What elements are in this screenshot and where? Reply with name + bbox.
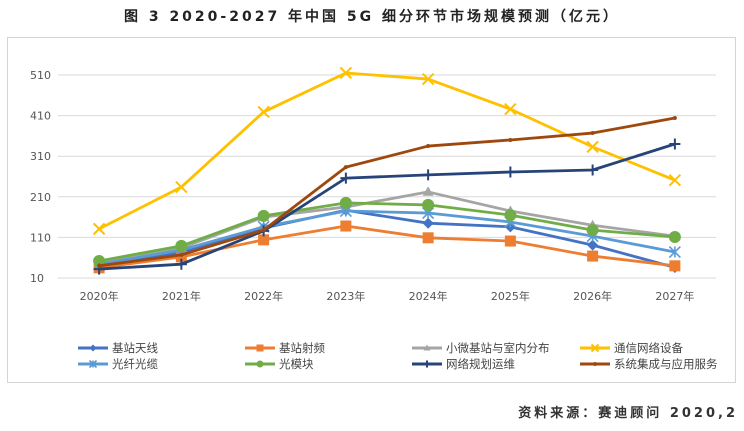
plus-marker: [669, 138, 681, 150]
series-line: [98, 116, 676, 268]
x-tick-label: 2021年: [162, 289, 201, 303]
point-marker: [593, 362, 597, 366]
point-marker: [590, 131, 595, 136]
circle-marker: [256, 360, 264, 368]
series-line: [98, 224, 676, 270]
x-tick-label: 2025年: [491, 289, 530, 303]
series-line: [98, 208, 676, 269]
y-tick-label: 210: [30, 191, 51, 204]
point-marker: [261, 228, 266, 233]
legend-item: 通信网络设备: [580, 341, 683, 355]
series-5: [93, 196, 681, 267]
y-tick-label: 510: [30, 69, 51, 82]
source-note: 资料来源：赛迪顾问 2020,2: [518, 406, 738, 421]
point-marker: [508, 137, 513, 142]
x-marker: [668, 173, 682, 187]
plus-marker: [504, 166, 516, 178]
x-marker: [92, 222, 106, 236]
y-tick-label: 410: [30, 110, 51, 123]
diamond-marker: [587, 239, 599, 251]
y-tick-label: 10: [30, 272, 44, 285]
legend-item: 系统集成与应用服务: [580, 357, 718, 371]
y-tick-label: 310: [30, 150, 51, 163]
plus-marker: [587, 164, 599, 176]
triangle-marker: [422, 186, 434, 196]
circle-marker: [93, 254, 106, 267]
legend-item: 小微基站与室内分布: [412, 341, 550, 355]
circle-marker: [668, 230, 681, 243]
point-marker: [97, 263, 102, 268]
series-7: [97, 116, 677, 268]
x-marker: [339, 66, 353, 80]
point-marker: [426, 144, 431, 149]
point-marker: [179, 252, 184, 257]
square-marker: [256, 344, 264, 352]
x-tick-label: 2026年: [573, 289, 612, 303]
x-marker: [257, 105, 270, 119]
x-marker: [586, 140, 599, 154]
legend-label: 基站射频: [279, 341, 325, 355]
legend-item: 光模块: [245, 357, 314, 371]
chart-frame: [7, 37, 736, 383]
legend-label: 光纤光缆: [112, 357, 158, 371]
circle-marker: [422, 198, 435, 211]
plus-marker: [175, 258, 187, 270]
legend-label: 通信网络设备: [614, 341, 683, 355]
circle-marker: [504, 209, 517, 222]
circle-marker: [339, 196, 352, 209]
square-marker: [175, 251, 187, 263]
series-line: [98, 201, 675, 263]
series-line: [98, 209, 676, 266]
legend-item: 网络规划运维: [412, 357, 515, 371]
plus-marker: [340, 172, 352, 184]
x-marker: [421, 72, 435, 86]
legend-item: 光纤光缆: [78, 357, 158, 371]
square-marker: [422, 232, 434, 244]
plus-marker: [423, 360, 431, 368]
x-tick-label: 2022年: [244, 289, 283, 303]
series-6: [93, 138, 681, 275]
x-tick-label: 2023年: [326, 289, 365, 303]
square-marker: [258, 234, 270, 246]
point-marker: [343, 165, 348, 170]
legend-label: 系统集成与应用服务: [614, 357, 718, 371]
series-line: [98, 190, 676, 264]
diamond-marker: [89, 344, 97, 352]
asterisk-marker: [668, 245, 681, 259]
square-marker: [340, 220, 352, 232]
legend-label: 小微基站与室内分布: [446, 341, 550, 355]
circle-marker: [175, 239, 188, 252]
square-marker: [504, 235, 516, 247]
x-tick-label: 2027年: [655, 289, 694, 303]
triangle-marker: [423, 344, 431, 351]
x-marker: [590, 343, 600, 353]
asterisk-marker: [88, 359, 98, 369]
series-line: [99, 142, 676, 271]
x-tick-label: 2024年: [409, 289, 448, 303]
y-tick-label: 110: [30, 231, 51, 244]
circle-marker: [586, 224, 599, 237]
series-3: [92, 66, 682, 236]
square-marker: [669, 260, 681, 272]
point-marker: [672, 116, 677, 121]
legend-label: 网络规划运维: [446, 357, 515, 371]
plus-marker: [422, 169, 434, 181]
diamond-marker: [422, 217, 434, 229]
chart-title: 图 3 2020-2027 年中国 5G 细分环节市场规模预测（亿元）: [123, 9, 621, 25]
legend-item: 基站天线: [78, 341, 158, 355]
square-marker: [587, 250, 599, 262]
x-marker: [175, 180, 188, 194]
x-marker: [504, 102, 517, 116]
x-tick-label: 2020年: [80, 289, 119, 303]
circle-marker: [257, 209, 270, 222]
legend-item: 基站射频: [245, 341, 325, 355]
legend-label: 光模块: [279, 357, 314, 371]
legend-label: 基站天线: [112, 341, 158, 355]
series-line: [98, 71, 676, 231]
